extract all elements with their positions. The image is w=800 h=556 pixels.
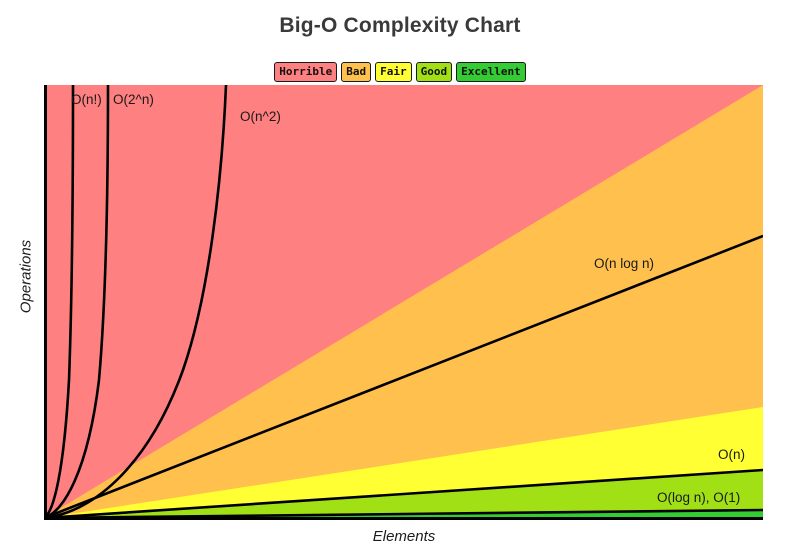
legend-item-bad: Bad xyxy=(341,62,372,82)
curve-label-o-2-pow-n: O(2^n) xyxy=(113,92,154,107)
region-bands xyxy=(44,85,763,518)
curve-label-o-n-factorial: O(n!) xyxy=(71,92,102,107)
legend-item-good: Good xyxy=(415,62,453,82)
band-bad xyxy=(44,85,763,518)
legend-item-fair: Fair xyxy=(375,62,412,82)
curve-label-o-n-log-n: O(n log n) xyxy=(594,256,655,271)
legend: Horrible Bad Fair Good Excellent xyxy=(0,62,800,82)
curve-o-2-pow-n xyxy=(44,85,110,518)
legend-item-horrible: Horrible xyxy=(274,62,338,82)
y-axis-label: Operations xyxy=(17,239,35,314)
curve-o-n-log-n xyxy=(44,234,763,518)
x-axis-label: Elements xyxy=(372,528,436,545)
curve-o-n-factorial xyxy=(44,85,75,518)
page-title: Big-O Complexity Chart xyxy=(279,14,521,37)
curve-o-log-n-and-o-1 xyxy=(44,508,763,518)
curve-o-n xyxy=(44,468,763,518)
axis-lines xyxy=(44,85,763,520)
curve-label-o-n-squared: O(n^2) xyxy=(240,109,281,124)
curve-label-o-log-n-and-o-1: O(log n), O(1) xyxy=(657,490,741,505)
legend-item-excellent: Excellent xyxy=(456,62,526,82)
complexity-curves xyxy=(44,85,763,518)
curve-label-o-n: O(n) xyxy=(718,447,745,462)
